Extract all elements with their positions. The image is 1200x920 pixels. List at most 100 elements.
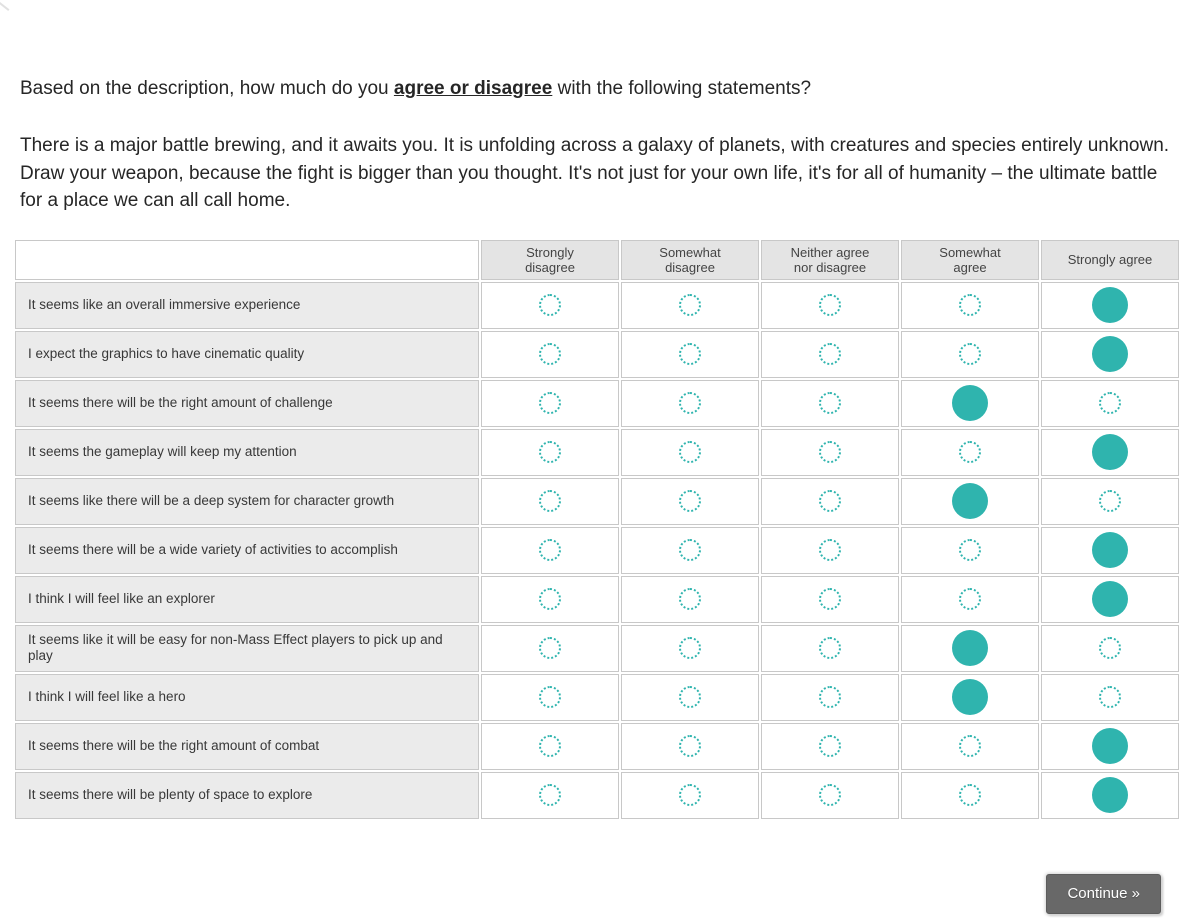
radio-unselected-icon[interactable] — [679, 294, 701, 316]
radio-unselected-icon[interactable] — [539, 343, 561, 365]
radio-selected-icon[interactable] — [952, 630, 988, 666]
radio-unselected-icon[interactable] — [679, 539, 701, 561]
option-cell-row2-col3[interactable] — [901, 379, 1039, 427]
radio-unselected-icon[interactable] — [959, 441, 981, 463]
radio-unselected-icon[interactable] — [1099, 637, 1121, 659]
radio-unselected-icon[interactable] — [959, 343, 981, 365]
radio-unselected-icon[interactable] — [679, 735, 701, 757]
option-cell-row10-col0[interactable] — [481, 771, 619, 819]
option-cell-row1-col3[interactable] — [901, 330, 1039, 378]
radio-unselected-icon[interactable] — [959, 588, 981, 610]
option-cell-row5-col3[interactable] — [901, 526, 1039, 574]
option-cell-row10-col1[interactable] — [621, 771, 759, 819]
option-cell-row4-col1[interactable] — [621, 477, 759, 525]
radio-unselected-icon[interactable] — [539, 588, 561, 610]
option-cell-row7-col3[interactable] — [901, 624, 1039, 672]
radio-unselected-icon[interactable] — [539, 637, 561, 659]
radio-selected-icon[interactable] — [1092, 581, 1128, 617]
radio-unselected-icon[interactable] — [539, 294, 561, 316]
option-cell-row4-col2[interactable] — [761, 477, 899, 525]
radio-unselected-icon[interactable] — [539, 784, 561, 806]
option-cell-row9-col0[interactable] — [481, 722, 619, 770]
radio-unselected-icon[interactable] — [539, 539, 561, 561]
radio-selected-icon[interactable] — [1092, 336, 1128, 372]
radio-selected-icon[interactable] — [952, 679, 988, 715]
option-cell-row1-col4[interactable] — [1041, 330, 1179, 378]
option-cell-row1-col2[interactable] — [761, 330, 899, 378]
option-cell-row5-col2[interactable] — [761, 526, 899, 574]
radio-unselected-icon[interactable] — [819, 588, 841, 610]
option-cell-row6-col4[interactable] — [1041, 575, 1179, 623]
option-cell-row2-col1[interactable] — [621, 379, 759, 427]
radio-unselected-icon[interactable] — [679, 441, 701, 463]
option-cell-row6-col3[interactable] — [901, 575, 1039, 623]
radio-unselected-icon[interactable] — [819, 392, 841, 414]
radio-selected-icon[interactable] — [1092, 777, 1128, 813]
radio-unselected-icon[interactable] — [819, 784, 841, 806]
option-cell-row3-col3[interactable] — [901, 428, 1039, 476]
option-cell-row8-col3[interactable] — [901, 673, 1039, 721]
option-cell-row9-col4[interactable] — [1041, 722, 1179, 770]
option-cell-row3-col1[interactable] — [621, 428, 759, 476]
option-cell-row8-col2[interactable] — [761, 673, 899, 721]
radio-selected-icon[interactable] — [1092, 532, 1128, 568]
option-cell-row10-col3[interactable] — [901, 771, 1039, 819]
radio-selected-icon[interactable] — [1092, 728, 1128, 764]
option-cell-row0-col0[interactable] — [481, 281, 619, 329]
radio-unselected-icon[interactable] — [819, 343, 841, 365]
option-cell-row2-col4[interactable] — [1041, 379, 1179, 427]
radio-unselected-icon[interactable] — [679, 490, 701, 512]
radio-unselected-icon[interactable] — [819, 539, 841, 561]
option-cell-row3-col2[interactable] — [761, 428, 899, 476]
option-cell-row4-col0[interactable] — [481, 477, 619, 525]
option-cell-row10-col2[interactable] — [761, 771, 899, 819]
radio-selected-icon[interactable] — [1092, 287, 1128, 323]
option-cell-row1-col0[interactable] — [481, 330, 619, 378]
radio-unselected-icon[interactable] — [539, 490, 561, 512]
option-cell-row8-col1[interactable] — [621, 673, 759, 721]
option-cell-row1-col1[interactable] — [621, 330, 759, 378]
option-cell-row7-col0[interactable] — [481, 624, 619, 672]
option-cell-row8-col0[interactable] — [481, 673, 619, 721]
radio-unselected-icon[interactable] — [679, 392, 701, 414]
radio-unselected-icon[interactable] — [679, 686, 701, 708]
radio-unselected-icon[interactable] — [819, 490, 841, 512]
radio-unselected-icon[interactable] — [539, 686, 561, 708]
option-cell-row0-col1[interactable] — [621, 281, 759, 329]
option-cell-row9-col3[interactable] — [901, 722, 1039, 770]
option-cell-row0-col4[interactable] — [1041, 281, 1179, 329]
option-cell-row6-col0[interactable] — [481, 575, 619, 623]
radio-unselected-icon[interactable] — [959, 735, 981, 757]
radio-unselected-icon[interactable] — [679, 784, 701, 806]
radio-selected-icon[interactable] — [952, 385, 988, 421]
radio-unselected-icon[interactable] — [819, 441, 841, 463]
option-cell-row5-col0[interactable] — [481, 526, 619, 574]
option-cell-row8-col4[interactable] — [1041, 673, 1179, 721]
option-cell-row5-col1[interactable] — [621, 526, 759, 574]
radio-selected-icon[interactable] — [1092, 434, 1128, 470]
option-cell-row9-col1[interactable] — [621, 722, 759, 770]
option-cell-row4-col3[interactable] — [901, 477, 1039, 525]
option-cell-row0-col3[interactable] — [901, 281, 1039, 329]
option-cell-row6-col2[interactable] — [761, 575, 899, 623]
radio-unselected-icon[interactable] — [819, 637, 841, 659]
option-cell-row7-col4[interactable] — [1041, 624, 1179, 672]
option-cell-row5-col4[interactable] — [1041, 526, 1179, 574]
radio-unselected-icon[interactable] — [679, 343, 701, 365]
option-cell-row3-col0[interactable] — [481, 428, 619, 476]
option-cell-row6-col1[interactable] — [621, 575, 759, 623]
radio-unselected-icon[interactable] — [1099, 686, 1121, 708]
option-cell-row9-col2[interactable] — [761, 722, 899, 770]
radio-unselected-icon[interactable] — [1099, 490, 1121, 512]
option-cell-row7-col2[interactable] — [761, 624, 899, 672]
option-cell-row3-col4[interactable] — [1041, 428, 1179, 476]
continue-button[interactable]: Continue » — [1046, 874, 1161, 914]
radio-unselected-icon[interactable] — [539, 441, 561, 463]
radio-unselected-icon[interactable] — [819, 735, 841, 757]
radio-unselected-icon[interactable] — [959, 294, 981, 316]
radio-unselected-icon[interactable] — [679, 588, 701, 610]
option-cell-row2-col0[interactable] — [481, 379, 619, 427]
radio-unselected-icon[interactable] — [819, 294, 841, 316]
radio-selected-icon[interactable] — [952, 483, 988, 519]
radio-unselected-icon[interactable] — [539, 735, 561, 757]
